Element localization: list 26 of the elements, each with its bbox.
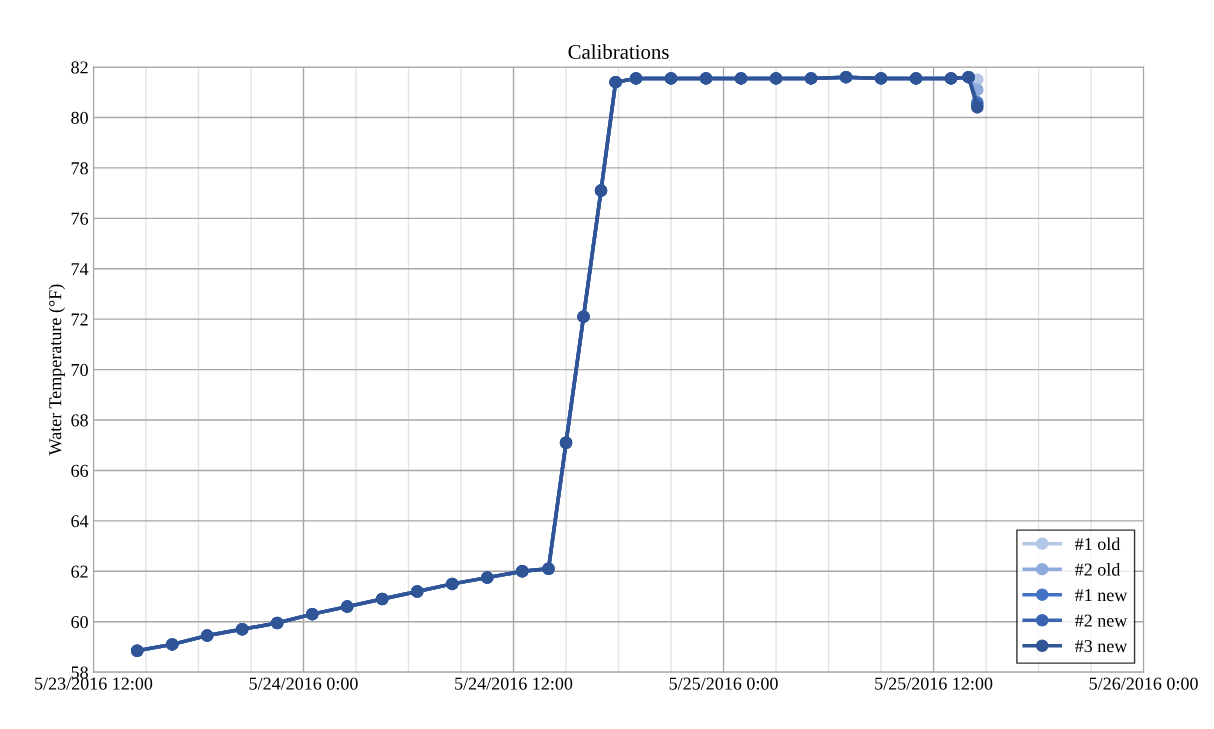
x-tick-label: 5/26/2016 0:00 — [1089, 677, 1198, 690]
x-tick-label: 5/25/2016 12:00 — [875, 677, 993, 690]
chart-title: Calibrations — [568, 44, 669, 59]
y-tick-label: 60 — [71, 615, 88, 629]
y-tick-label: 66 — [71, 464, 89, 477]
x-tick-label: 5/23/2016 12:00 — [35, 677, 153, 690]
y-tick-label: 58 — [71, 666, 88, 679]
y-tick-label: 62 — [71, 565, 88, 578]
y-tick-label: 80 — [71, 111, 88, 124]
y-tick-label: 68 — [71, 414, 88, 427]
legend-label: #2 new — [1075, 614, 1128, 627]
y-tick-label: 72 — [71, 313, 88, 326]
legend-label: #2 old — [1075, 562, 1121, 576]
y-axis-title: Water Temperature (°F) — [48, 284, 66, 456]
legend-label: #1 new — [1075, 589, 1128, 602]
y-tick-label: 64 — [71, 515, 89, 528]
y-tick-label: 78 — [71, 162, 88, 175]
x-tick-label: 5/25/2016 0:00 — [669, 677, 778, 690]
x-tick-label: 5/24/2016 12:00 — [455, 677, 573, 690]
y-tick-label: 82 — [71, 61, 88, 74]
y-tick-label: 74 — [71, 263, 89, 276]
x-tick-label: 5/24/2016 0:00 — [249, 677, 358, 690]
y-tick-label: 70 — [71, 363, 88, 377]
y-tick-label: 76 — [71, 212, 89, 225]
legend-label: #1 old — [1075, 537, 1121, 551]
legend-label: #3 new — [1075, 640, 1128, 653]
